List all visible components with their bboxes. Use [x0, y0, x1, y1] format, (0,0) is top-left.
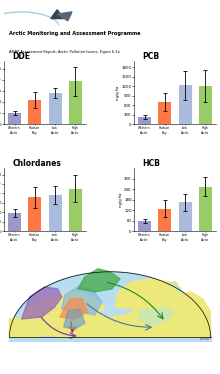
- Bar: [158, 102, 171, 124]
- Text: AMAP Assessment Report: Arctic Pollution Issues, Figure 6.3a: AMAP Assessment Report: Arctic Pollution…: [9, 50, 119, 53]
- Polygon shape: [22, 287, 62, 319]
- Polygon shape: [9, 307, 211, 337]
- Y-axis label: ng/g fw: ng/g fw: [119, 193, 123, 207]
- Polygon shape: [115, 279, 178, 309]
- Text: PCB: PCB: [143, 52, 160, 61]
- Bar: [49, 195, 62, 231]
- Bar: [8, 213, 21, 231]
- Polygon shape: [20, 292, 105, 319]
- Polygon shape: [9, 337, 211, 342]
- Polygon shape: [9, 272, 211, 337]
- Text: DDE: DDE: [13, 52, 31, 61]
- Bar: [138, 221, 151, 231]
- Bar: [28, 197, 41, 231]
- Bar: [158, 209, 171, 231]
- Bar: [69, 82, 82, 124]
- Bar: [28, 100, 41, 124]
- Bar: [179, 86, 192, 124]
- Bar: [199, 187, 212, 231]
- Text: Arctic Monitoring and Assessment Programme: Arctic Monitoring and Assessment Program…: [9, 31, 140, 36]
- Bar: [8, 113, 21, 124]
- Polygon shape: [51, 10, 64, 19]
- Bar: [69, 189, 82, 231]
- Polygon shape: [57, 12, 72, 21]
- Polygon shape: [78, 269, 120, 292]
- Bar: [179, 202, 192, 231]
- Text: HCB: HCB: [143, 159, 160, 168]
- Polygon shape: [168, 292, 211, 327]
- Polygon shape: [62, 287, 102, 315]
- Polygon shape: [138, 282, 182, 325]
- Bar: [199, 86, 212, 124]
- Y-axis label: ng/g fw: ng/g fw: [116, 85, 120, 99]
- Polygon shape: [64, 309, 85, 329]
- Text: AMAP: AMAP: [200, 337, 211, 341]
- Polygon shape: [60, 299, 88, 319]
- Bar: [138, 117, 151, 124]
- Text: Chlordanes: Chlordanes: [13, 159, 61, 168]
- Bar: [49, 93, 62, 124]
